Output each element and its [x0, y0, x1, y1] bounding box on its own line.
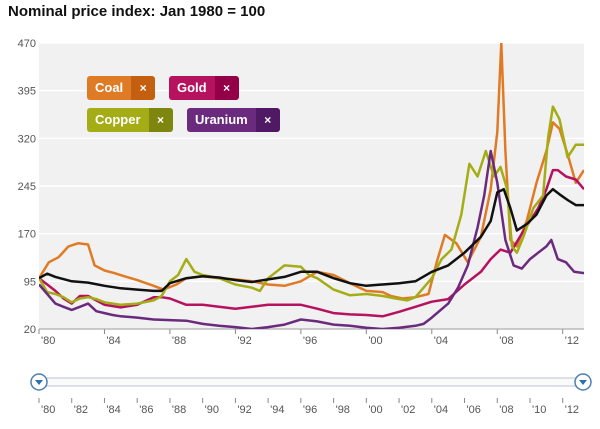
- series-line-uranium[interactable]: [39, 149, 584, 329]
- nav-tick-label: '00: [368, 404, 382, 416]
- legend-gold[interactable]: Gold ×: [169, 76, 239, 100]
- x-tick-label: '88: [172, 335, 186, 347]
- x-tick-label: '08: [499, 335, 513, 347]
- legend-coal[interactable]: Coal ×: [87, 76, 156, 100]
- x-tick-label: '12: [565, 335, 579, 347]
- nav-tick-label: '06: [467, 404, 481, 416]
- legend-coal-remove-icon[interactable]: ×: [131, 76, 156, 100]
- x-tick-label: '00: [368, 335, 382, 347]
- navigator-track[interactable]: [38, 377, 585, 387]
- series-line-copper[interactable]: [39, 105, 584, 307]
- legend-uranium[interactable]: Uranium ×: [187, 108, 280, 132]
- y-tick-label: 20: [24, 324, 36, 336]
- legend-copper-remove-icon[interactable]: ×: [148, 108, 173, 132]
- nav-tick-label: '80: [41, 404, 55, 416]
- legend-uranium-remove-icon[interactable]: ×: [255, 108, 280, 132]
- nav-tick-label: '98: [336, 404, 350, 416]
- nav-tick-label: '04: [434, 404, 448, 416]
- y-tick-label: 95: [24, 276, 36, 288]
- legend-coal-label: Coal: [87, 76, 132, 100]
- x-tick-label: '96: [303, 335, 317, 347]
- x-tick-label: '84: [106, 335, 120, 347]
- nav-tick-label: '82: [74, 404, 88, 416]
- nav-tick-label: '94: [270, 404, 284, 416]
- x-tick-label: '04: [434, 335, 448, 347]
- y-tick-label: 170: [18, 229, 36, 241]
- x-tick-label: '80: [41, 335, 55, 347]
- navigator-start-handle[interactable]: [30, 373, 48, 391]
- legend-gold-remove-icon[interactable]: ×: [214, 76, 239, 100]
- nav-tick-label: '92: [237, 404, 251, 416]
- y-tick-label: 320: [18, 133, 36, 145]
- nav-tick-label: '12: [565, 404, 579, 416]
- nav-tick-label: '90: [205, 404, 219, 416]
- nav-tick-label: '08: [499, 404, 513, 416]
- nav-tick-label: '84: [106, 404, 120, 416]
- y-tick-label: 395: [18, 86, 36, 98]
- legend-copper-label: Copper: [87, 108, 149, 132]
- navigator-end-handle[interactable]: [574, 373, 592, 391]
- legend-gold-label: Gold: [169, 76, 215, 100]
- x-tick-label: '92: [237, 335, 251, 347]
- y-tick-label: 470: [18, 38, 36, 50]
- nav-tick-label: '88: [172, 404, 186, 416]
- series-line-index[interactable]: [39, 187, 584, 293]
- chart-title: Nominal price index: Jan 1980 = 100: [8, 3, 266, 20]
- legend-uranium-label: Uranium: [187, 108, 256, 132]
- nav-tick-label: '10: [532, 404, 546, 416]
- nav-tick-label: '96: [303, 404, 317, 416]
- nav-tick-label: '02: [401, 404, 415, 416]
- nav-tick-label: '86: [139, 404, 153, 416]
- y-tick-label: 245: [18, 181, 36, 193]
- legend-copper[interactable]: Copper ×: [87, 108, 173, 132]
